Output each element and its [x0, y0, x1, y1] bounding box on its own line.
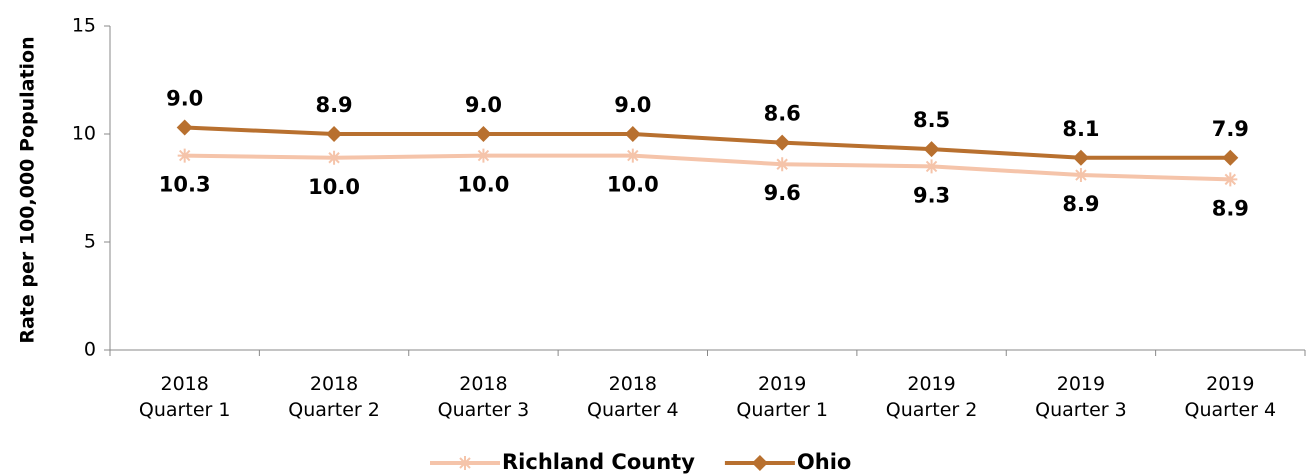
- x-tick-line: 2018: [161, 373, 209, 395]
- x-tick-label: 2018 Quarter 2: [288, 373, 380, 421]
- data-label: 8.9: [1062, 192, 1099, 216]
- data-label: 10.0: [458, 173, 510, 197]
- point: [327, 150, 342, 165]
- x-tick-label: 2019 Quarter 1: [736, 373, 828, 421]
- data-label: 10.0: [308, 175, 360, 199]
- point: [177, 148, 192, 163]
- y-tick-label: 5: [84, 231, 96, 253]
- legend-label: Ohio: [797, 450, 851, 474]
- data-label: 8.1: [1062, 117, 1099, 141]
- point: [751, 455, 768, 471]
- data-label: 10.0: [607, 173, 659, 197]
- y-axis-label: Rate per 100,000 Population: [17, 36, 39, 343]
- x-tick-line: 2019: [758, 373, 806, 395]
- x-tick-label: 2018 Quarter 1: [139, 373, 231, 421]
- data-label: 10.3: [159, 173, 211, 197]
- series-line: [184, 153, 1231, 182]
- data-label: 7.9: [1212, 117, 1249, 141]
- data-label: 8.5: [913, 108, 950, 132]
- x-tick-line: 2019: [1206, 373, 1254, 395]
- x-tick-line: 2019: [907, 373, 955, 395]
- x-tick-line: 2018: [459, 373, 507, 395]
- point: [1223, 172, 1238, 187]
- x-tick-line: 2019: [1057, 373, 1105, 395]
- x-tick-line: Quarter 1: [139, 399, 231, 421]
- x-tick-line: Quarter 2: [886, 399, 978, 421]
- point: [775, 157, 790, 172]
- point: [625, 148, 640, 163]
- point: [476, 148, 491, 163]
- x-tick-line: Quarter 4: [587, 399, 679, 421]
- x-tick-label: 2019 Quarter 4: [1185, 373, 1277, 421]
- y-tick-label: 0: [84, 339, 96, 361]
- point: [326, 126, 343, 142]
- data-label: 9.3: [913, 183, 950, 207]
- x-tick-line: Quarter 4: [1185, 399, 1277, 421]
- y-tick-label: 15: [72, 15, 96, 37]
- x-tick-label: 2019 Quarter 3: [1035, 373, 1127, 421]
- point: [923, 141, 940, 158]
- x-tick-line: Quarter 1: [736, 399, 828, 421]
- data-label: 8.9: [1212, 196, 1249, 220]
- point: [1222, 149, 1239, 166]
- point: [1073, 168, 1088, 183]
- x-tick-line: 2018: [310, 373, 358, 395]
- point: [624, 126, 641, 142]
- point: [1072, 149, 1089, 166]
- data-label: 9.0: [614, 93, 651, 117]
- data-label: 9.6: [764, 181, 801, 205]
- y-tick-label: 10: [72, 123, 96, 145]
- x-tick-line: Quarter 3: [1035, 399, 1127, 421]
- point: [774, 134, 791, 151]
- data-label: 9.0: [465, 93, 502, 117]
- data-label: 9.0: [166, 87, 203, 111]
- point: [458, 456, 472, 470]
- point: [475, 126, 492, 142]
- legend-label: Richland County: [502, 450, 695, 474]
- x-tick-line: 2018: [609, 373, 657, 395]
- data-label: 8.9: [315, 93, 352, 117]
- data-label: 8.6: [764, 102, 801, 126]
- x-tick-line: Quarter 2: [288, 399, 380, 421]
- x-tick-line: Quarter 3: [438, 399, 530, 421]
- x-tick-label: 2018 Quarter 4: [587, 373, 679, 421]
- point: [176, 119, 193, 136]
- series-line: [184, 125, 1231, 160]
- x-tick-label: 2018 Quarter 3: [438, 373, 530, 421]
- x-tick-label: 2019 Quarter 2: [886, 373, 978, 421]
- point: [924, 159, 939, 174]
